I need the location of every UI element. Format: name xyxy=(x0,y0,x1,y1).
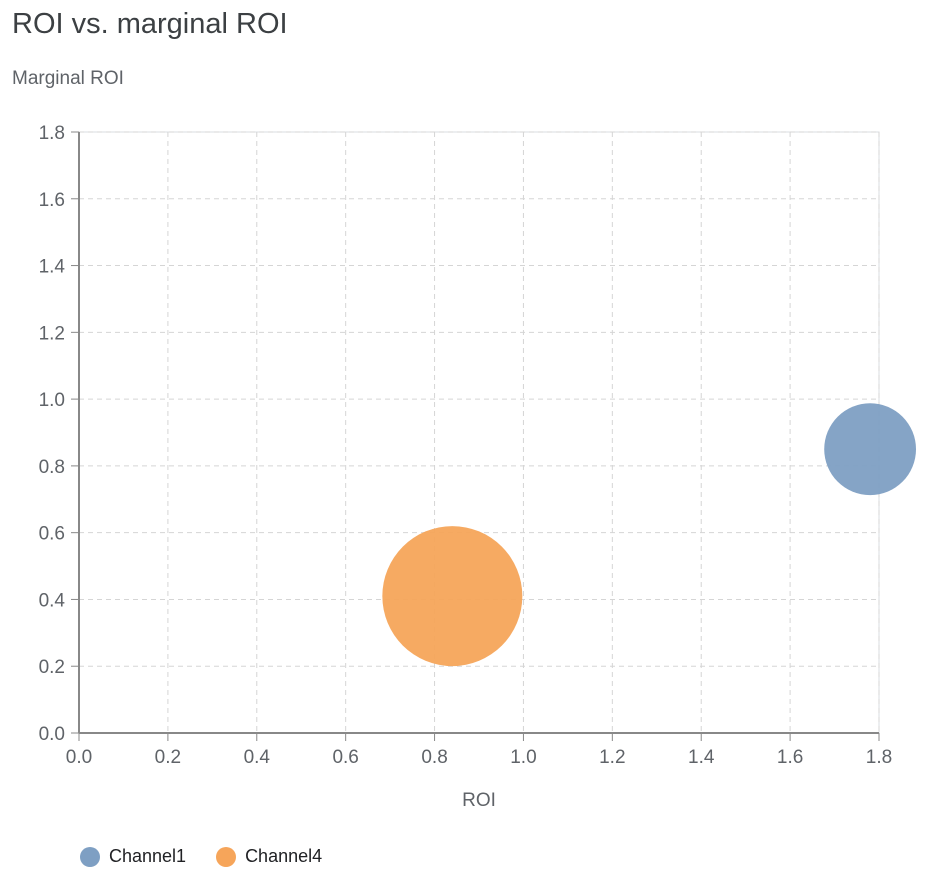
y-tick-label: 0.0 xyxy=(39,724,65,745)
y-tick-label: 1.8 xyxy=(39,123,65,144)
x-tick-label: 1.6 xyxy=(777,747,803,768)
x-tick-label: 0.8 xyxy=(421,747,447,768)
bubble-channel1 xyxy=(824,403,917,496)
bubble-channel4 xyxy=(382,526,523,667)
legend-label: Channel4 xyxy=(245,846,323,866)
legend-swatch xyxy=(216,846,237,867)
x-axis-label: ROI xyxy=(462,790,496,811)
x-tick-label: 0.2 xyxy=(155,747,181,768)
x-tick-label: 0.6 xyxy=(332,747,358,768)
chart-title: ROI vs. marginal ROI xyxy=(12,8,288,40)
y-tick-label: 0.6 xyxy=(39,524,65,545)
y-tick-label: 1.6 xyxy=(39,190,65,211)
y-tick-label: 1.4 xyxy=(39,257,66,278)
y-tick-label: 0.2 xyxy=(39,657,65,678)
legend-item-channel4[interactable]: Channel4 xyxy=(216,846,322,867)
x-tick-label: 0.4 xyxy=(244,747,271,768)
x-tick-label: 1.4 xyxy=(688,747,715,768)
legend-label: Channel1 xyxy=(109,846,187,866)
y-tick-label: 0.4 xyxy=(39,590,66,611)
legend-item-channel1[interactable]: Channel1 xyxy=(80,846,186,867)
y-tick-label: 0.8 xyxy=(39,457,65,478)
legend: Channel1 Channel4 xyxy=(80,846,322,867)
y-tick-label: 1.2 xyxy=(39,323,65,344)
y-axis-label: Marginal ROI xyxy=(12,68,124,89)
x-tick-label: 1.2 xyxy=(599,747,625,768)
legend-swatch xyxy=(80,846,100,867)
x-tick-label: 0.0 xyxy=(66,747,92,768)
x-tick-label: 1.8 xyxy=(866,747,892,768)
y-tick-label: 1.0 xyxy=(39,390,65,411)
x-tick-label: 1.0 xyxy=(510,747,536,768)
